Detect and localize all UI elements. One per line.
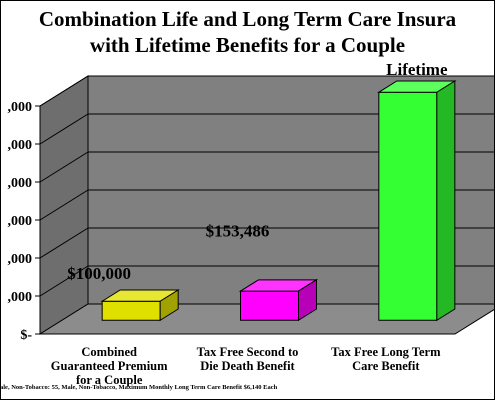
gridline-left: [39, 227, 89, 259]
y-tick-label: ,000: [8, 290, 33, 305]
bar-side: [436, 80, 456, 322]
gridline-left: [39, 75, 89, 107]
data-label: $100,000: [67, 264, 131, 283]
bar-front: [378, 91, 438, 321]
x-tick-label: Tax Free Long Term Care Benefit: [331, 345, 441, 373]
bar-side: [298, 278, 317, 322]
chart-title-line-2: with Lifetime Benefits for a Couple: [89, 33, 406, 57]
data-label: $153,486: [206, 221, 270, 240]
y-tick-label: ,000: [8, 100, 33, 115]
y-tick-label: $-: [20, 328, 32, 343]
chart-title-line-1: Combination Life and Long Term Care Insu…: [38, 7, 457, 31]
y-tick-label: ,000: [8, 214, 33, 229]
footnote: ale, Non-Tobacco: 55, Male, Non-Tobacco,…: [0, 384, 278, 391]
data-label: Lifetime: [386, 60, 448, 79]
x-tick-label: Combined Guaranteed Premium for a Couple: [51, 345, 168, 387]
y-tick-label: ,000: [8, 176, 33, 191]
x-tick-label: Tax Free Second to Die Death Benefit: [197, 345, 299, 373]
gridline-left: [39, 265, 89, 297]
bar-front: [240, 290, 299, 321]
y-tick-label: ,000: [8, 252, 33, 267]
y-tick-label: ,000: [8, 138, 33, 153]
gridline-left: [39, 151, 89, 183]
bar-side: [159, 289, 179, 322]
gridline-left: [39, 189, 89, 221]
bar-front: [101, 300, 161, 321]
chart-title: Combination Life and Long Term Care Insu…: [0, 6, 495, 58]
gridline-left: [39, 113, 89, 145]
